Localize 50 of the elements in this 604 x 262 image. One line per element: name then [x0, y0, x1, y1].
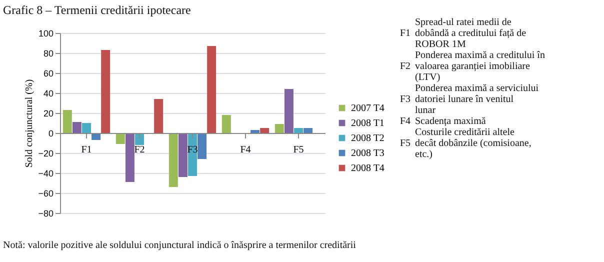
bar	[154, 99, 164, 133]
bar	[198, 133, 207, 159]
bar	[116, 133, 125, 144]
x-tick-label: F1	[81, 144, 92, 156]
y-tick-label: −40	[38, 168, 54, 178]
y-tick-label: 100	[38, 28, 54, 38]
y-tick-label: −60	[38, 188, 54, 198]
text: Ponderea maximă a serviciului datoriei lunare în venitul lunar	[415, 83, 539, 116]
bar	[294, 128, 303, 133]
y-tick-label: 20	[43, 108, 54, 118]
bar	[178, 133, 188, 177]
y-tick-label: 80	[43, 48, 54, 58]
text: Scadența maximă	[415, 116, 486, 127]
y-tick-label: 60	[43, 68, 54, 78]
bar	[101, 50, 110, 133]
y-tick-label: −80	[38, 208, 54, 218]
bar	[72, 122, 82, 133]
text: Costurile creditării altele decât dobânzile (comisioane, etc.)	[415, 127, 532, 160]
y-tick-label: 40	[43, 88, 54, 98]
text: F3	[400, 94, 411, 105]
chart-title: Grafic 8 – Termenii creditării ipotecare	[3, 3, 191, 17]
y-tick-label: −20	[38, 148, 54, 158]
text: F4	[400, 116, 411, 127]
bar	[168, 133, 178, 187]
legend-label: 2008 T1	[351, 118, 384, 129]
text: Ponderea maximă a creditului în valoarea garanției imobiliare (LTV)	[415, 50, 545, 83]
text: F1	[400, 28, 411, 39]
bar	[62, 110, 72, 133]
bar	[284, 89, 294, 133]
legend-label: 2008 T2	[351, 133, 384, 144]
bar	[274, 124, 284, 133]
bar	[135, 133, 144, 145]
x-tick-label: F5	[293, 144, 304, 156]
bar	[222, 115, 231, 133]
text: F2	[400, 61, 411, 72]
legend-label: 2008 T4	[351, 163, 384, 174]
legend-label: 2008 T3	[351, 148, 384, 159]
legend-label: 2007 T4	[351, 103, 384, 114]
bar	[207, 46, 216, 133]
bar	[125, 133, 134, 182]
bar	[260, 128, 270, 133]
bar	[250, 130, 260, 133]
text: Spread-ul ratei medii de dobândă a creditului față de ROBOR 1M	[415, 17, 527, 50]
y-axis-title: Sold conjunctural (%)	[24, 79, 36, 168]
bar	[304, 128, 313, 133]
bar	[82, 123, 91, 133]
y-tick-label: 0	[48, 128, 54, 138]
x-tick-label: F4	[240, 144, 251, 156]
x-tick-label: F2	[134, 144, 145, 156]
text: Notă: valorile pozitive ale soldului conjunctural indică o înăsprire a termenilor creditării	[3, 240, 356, 251]
